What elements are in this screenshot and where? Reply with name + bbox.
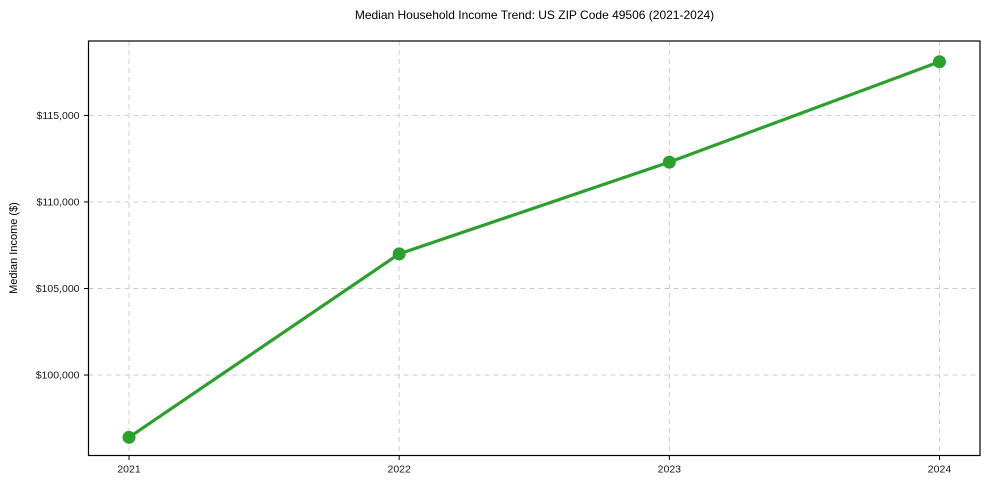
- data-point-marker: [662, 155, 676, 169]
- x-tick-label: 2024: [928, 464, 952, 476]
- x-tick-label: 2021: [117, 464, 141, 476]
- y-tick-label: $115,000: [36, 110, 79, 122]
- chart-title: Median Household Income Trend: US ZIP Co…: [354, 8, 715, 22]
- y-tick-label: $100,000: [36, 370, 80, 382]
- x-tick-label: 2023: [658, 464, 682, 476]
- axes-border: [87, 40, 981, 457]
- y-tick-label: $105,000: [36, 283, 80, 295]
- data-point-marker: [932, 55, 946, 69]
- data-point-marker: [122, 430, 136, 444]
- y-tick-label: $110,000: [36, 196, 79, 208]
- x-tick-label: 2022: [387, 464, 411, 476]
- data-point-marker: [392, 247, 406, 261]
- trend-line: [127, 60, 942, 439]
